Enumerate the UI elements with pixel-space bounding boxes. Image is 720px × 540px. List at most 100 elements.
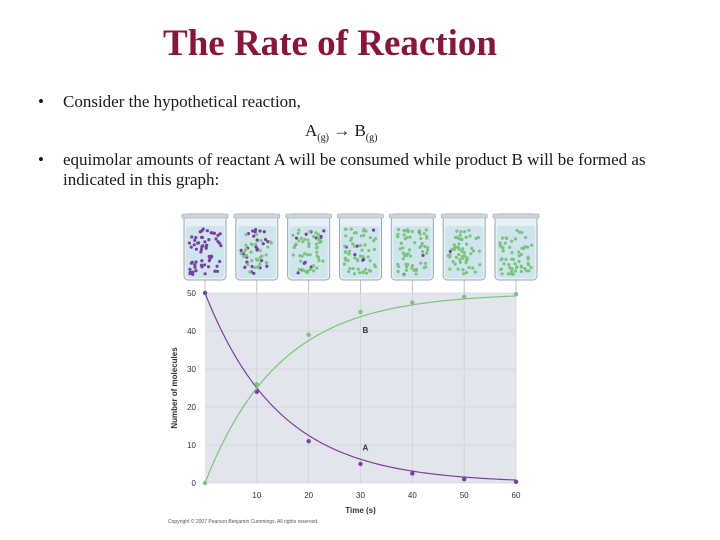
beaker bbox=[181, 213, 229, 293]
molecule-b bbox=[249, 242, 253, 246]
molecule-b bbox=[404, 262, 408, 267]
series-A-point bbox=[513, 479, 519, 485]
molecule-b bbox=[353, 256, 357, 260]
beaker-rim bbox=[389, 213, 436, 219]
molecule-b bbox=[346, 270, 351, 274]
molecule-b bbox=[453, 245, 457, 249]
molecule-b bbox=[423, 261, 428, 265]
molecule-b bbox=[269, 241, 273, 245]
series-layer: BA bbox=[202, 290, 519, 486]
molecule-a bbox=[188, 267, 192, 271]
molecule-b bbox=[350, 236, 354, 240]
molecule-a bbox=[194, 235, 198, 240]
molecule-b bbox=[513, 262, 517, 266]
molecule-b bbox=[311, 269, 316, 273]
molecule-b bbox=[308, 267, 312, 272]
molecule-b bbox=[401, 273, 406, 277]
molecule-b bbox=[252, 265, 257, 270]
molecule-b bbox=[401, 246, 405, 250]
molecule-b bbox=[473, 270, 477, 274]
molecule-b bbox=[314, 246, 319, 250]
molecule-b bbox=[404, 254, 408, 258]
molecule-b bbox=[311, 264, 316, 268]
molecule-b bbox=[291, 253, 295, 257]
molecule-b bbox=[321, 259, 325, 263]
molecule-a bbox=[371, 228, 376, 232]
molecule-a bbox=[262, 230, 266, 234]
molecule-b bbox=[469, 252, 473, 256]
molecule-a bbox=[193, 265, 197, 269]
molecule-b bbox=[297, 267, 302, 272]
molecule-b bbox=[424, 265, 428, 269]
molecule-b bbox=[342, 262, 347, 266]
molecule-a bbox=[258, 229, 262, 233]
molecule-b bbox=[264, 253, 268, 257]
y-axis-label: Number of molecules bbox=[170, 347, 179, 429]
series-A-point bbox=[358, 461, 363, 467]
molecule-b bbox=[529, 265, 533, 270]
molecule-b bbox=[451, 260, 455, 264]
molecule-b bbox=[417, 229, 422, 233]
molecule-b bbox=[344, 227, 348, 231]
molecule-b bbox=[239, 252, 243, 256]
molecule-b bbox=[250, 259, 254, 263]
molecule-b bbox=[524, 269, 529, 273]
molecule-b bbox=[478, 263, 482, 267]
molecule-a bbox=[208, 257, 212, 261]
molecule-a bbox=[314, 236, 318, 240]
molecule-a bbox=[204, 246, 208, 250]
molecule-b bbox=[372, 239, 376, 243]
molecule-b bbox=[244, 253, 249, 258]
molecule-b bbox=[305, 271, 309, 275]
molecule-a bbox=[189, 245, 193, 249]
molecule-b bbox=[398, 247, 402, 251]
molecule-b bbox=[299, 236, 303, 240]
tick-labels: 0 10 20 30 40 50 10 20 30 40 50 60 bbox=[187, 289, 521, 500]
molecule-b bbox=[515, 228, 519, 232]
molecule-b bbox=[367, 248, 371, 253]
molecule-a bbox=[355, 244, 359, 248]
molecule-b bbox=[358, 243, 362, 248]
bullet-marker-1: • bbox=[38, 92, 44, 111]
molecule-b bbox=[515, 265, 519, 269]
molecule-b bbox=[307, 244, 311, 249]
molecule-b bbox=[457, 247, 461, 252]
page-title: The Rate of Reaction bbox=[163, 23, 497, 64]
molecule-b bbox=[526, 261, 530, 266]
series-B-point bbox=[254, 382, 260, 387]
molecule-a bbox=[261, 242, 265, 246]
molecule-b bbox=[264, 260, 269, 265]
molecule-b bbox=[347, 252, 351, 256]
molecule-b bbox=[405, 265, 409, 269]
molecule-b bbox=[318, 239, 322, 243]
molecule-a bbox=[200, 259, 204, 263]
molecule-b bbox=[424, 251, 429, 255]
molecule-b bbox=[510, 267, 514, 271]
molecule-b bbox=[513, 237, 518, 241]
molecule-b bbox=[468, 234, 472, 238]
molecule-b bbox=[419, 236, 423, 241]
molecule-b bbox=[266, 245, 270, 249]
molecule-b bbox=[248, 270, 252, 274]
molecule-b bbox=[348, 266, 352, 271]
molecule-b bbox=[509, 272, 513, 276]
series-A-point bbox=[202, 290, 208, 296]
molecule-b bbox=[508, 245, 512, 249]
molecule-b bbox=[465, 258, 469, 262]
beaker bbox=[337, 213, 384, 293]
y-tick-label: 0 bbox=[192, 479, 197, 488]
molecule-b bbox=[454, 255, 459, 259]
beaker bbox=[285, 213, 332, 293]
molecule-b bbox=[517, 230, 521, 234]
molecule-b bbox=[259, 238, 263, 243]
molecule-b bbox=[407, 248, 412, 252]
molecule-a bbox=[448, 249, 452, 253]
molecule-b bbox=[254, 232, 259, 237]
y-tick-label: 40 bbox=[187, 327, 196, 336]
molecule-b bbox=[414, 267, 418, 272]
molecule-b bbox=[425, 234, 429, 238]
molecule-b bbox=[519, 253, 523, 257]
molecule-b bbox=[413, 241, 417, 245]
molecule-b bbox=[346, 258, 350, 263]
molecule-b bbox=[399, 241, 403, 245]
